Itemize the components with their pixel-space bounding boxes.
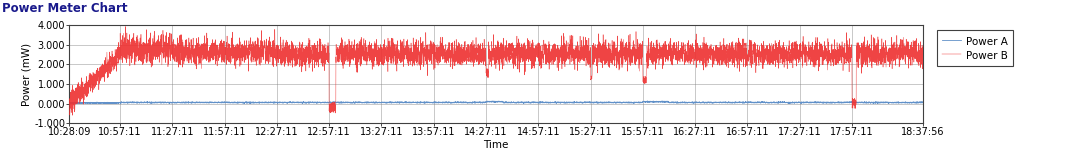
Power A — [696, 101, 708, 103]
Power A — [605, 102, 618, 104]
Power B — [742, 53, 754, 55]
Power A — [106, 102, 118, 104]
Text: Power Meter Chart: Power Meter Chart — [2, 2, 128, 15]
Power A — [63, 102, 76, 104]
Power A — [84, 103, 97, 105]
Power A — [568, 101, 580, 103]
Power B — [66, 114, 79, 116]
Power B — [106, 61, 118, 63]
X-axis label: Time: Time — [483, 140, 509, 150]
Power A — [917, 101, 929, 103]
Power A — [372, 101, 385, 103]
Y-axis label: Power (mW): Power (mW) — [21, 43, 31, 106]
Power B — [917, 55, 929, 56]
Power B — [372, 51, 385, 53]
Power B — [696, 62, 708, 64]
Power B — [118, 26, 131, 27]
Power A — [742, 101, 754, 103]
Power B — [569, 51, 582, 53]
Legend: Power A, Power B: Power A, Power B — [937, 30, 1013, 66]
Line: Power B: Power B — [69, 27, 923, 115]
Power A — [641, 100, 654, 102]
Line: Power A: Power A — [69, 101, 923, 104]
Power B — [605, 61, 618, 63]
Power B — [63, 101, 76, 103]
